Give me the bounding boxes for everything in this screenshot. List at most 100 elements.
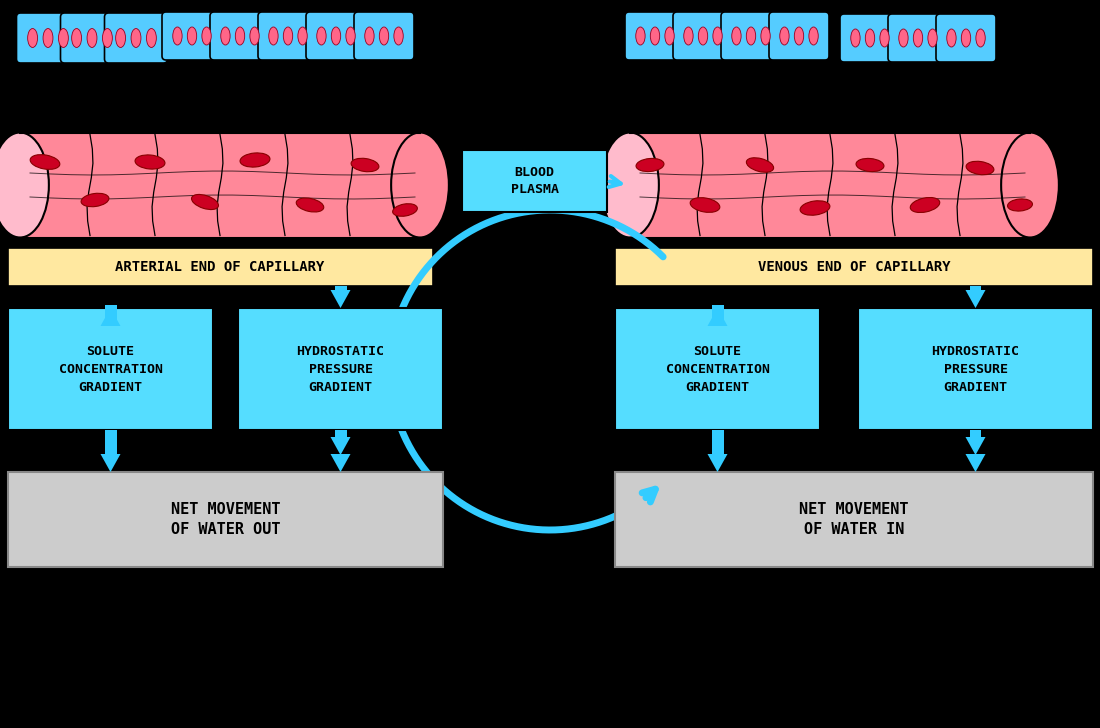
Ellipse shape <box>392 132 449 237</box>
Ellipse shape <box>947 29 956 47</box>
Ellipse shape <box>72 28 81 47</box>
Ellipse shape <box>761 27 770 45</box>
FancyBboxPatch shape <box>858 308 1093 430</box>
Ellipse shape <box>173 27 183 45</box>
Ellipse shape <box>747 158 773 173</box>
Ellipse shape <box>43 28 53 47</box>
Ellipse shape <box>800 201 829 215</box>
Ellipse shape <box>780 27 789 45</box>
Ellipse shape <box>808 27 818 45</box>
FancyBboxPatch shape <box>462 150 607 212</box>
Bar <box>712 430 724 454</box>
Ellipse shape <box>636 27 645 45</box>
Ellipse shape <box>713 27 723 45</box>
Ellipse shape <box>394 27 404 45</box>
Ellipse shape <box>135 155 165 169</box>
Polygon shape <box>707 454 727 472</box>
FancyBboxPatch shape <box>615 472 1093 567</box>
Text: VENOUS END OF CAPILLARY: VENOUS END OF CAPILLARY <box>758 260 950 274</box>
Polygon shape <box>966 290 986 308</box>
Ellipse shape <box>87 28 97 47</box>
Text: NET MOVEMENT
OF WATER OUT: NET MOVEMENT OF WATER OUT <box>170 502 280 537</box>
FancyBboxPatch shape <box>625 12 685 60</box>
Ellipse shape <box>284 27 293 45</box>
Ellipse shape <box>365 27 374 45</box>
Ellipse shape <box>794 27 804 45</box>
Text: SOLUTE
CONCENTRATION
GRADIENT: SOLUTE CONCENTRATION GRADIENT <box>666 344 770 394</box>
Bar <box>334 430 346 437</box>
FancyBboxPatch shape <box>162 12 222 60</box>
Ellipse shape <box>0 132 48 237</box>
Ellipse shape <box>187 27 197 45</box>
Ellipse shape <box>928 29 937 47</box>
Polygon shape <box>330 290 351 308</box>
Ellipse shape <box>601 132 659 237</box>
FancyBboxPatch shape <box>258 12 318 60</box>
Ellipse shape <box>202 27 211 45</box>
Ellipse shape <box>966 162 994 175</box>
Text: HYDROSTATIC
PRESSURE
GRADIENT: HYDROSTATIC PRESSURE GRADIENT <box>932 344 1020 394</box>
Bar <box>334 286 346 290</box>
Polygon shape <box>330 437 351 455</box>
Ellipse shape <box>116 28 125 47</box>
FancyBboxPatch shape <box>60 13 123 63</box>
Bar <box>969 286 981 290</box>
Ellipse shape <box>351 158 378 172</box>
Ellipse shape <box>30 154 59 170</box>
Polygon shape <box>100 308 121 326</box>
Ellipse shape <box>664 27 674 45</box>
Ellipse shape <box>880 29 889 47</box>
Ellipse shape <box>856 159 884 172</box>
Polygon shape <box>966 437 986 455</box>
Ellipse shape <box>317 27 326 45</box>
FancyBboxPatch shape <box>673 12 733 60</box>
FancyBboxPatch shape <box>8 472 443 567</box>
Ellipse shape <box>732 27 741 45</box>
FancyBboxPatch shape <box>104 13 167 63</box>
Ellipse shape <box>636 159 664 172</box>
Polygon shape <box>966 454 986 472</box>
Text: SOLUTE
CONCENTRATION
GRADIENT: SOLUTE CONCENTRATION GRADIENT <box>58 344 163 394</box>
Bar <box>969 430 981 437</box>
Ellipse shape <box>298 27 307 45</box>
Text: BLOOD
PLASMA: BLOOD PLASMA <box>510 166 559 196</box>
Ellipse shape <box>746 27 756 45</box>
Ellipse shape <box>393 204 417 216</box>
FancyBboxPatch shape <box>16 13 79 63</box>
FancyBboxPatch shape <box>720 12 781 60</box>
Ellipse shape <box>268 27 278 45</box>
Ellipse shape <box>191 194 219 210</box>
Ellipse shape <box>976 29 986 47</box>
Ellipse shape <box>331 27 341 45</box>
FancyBboxPatch shape <box>615 308 820 430</box>
Ellipse shape <box>961 29 970 47</box>
Ellipse shape <box>28 28 37 47</box>
Ellipse shape <box>379 27 388 45</box>
Ellipse shape <box>296 198 323 212</box>
Ellipse shape <box>698 27 707 45</box>
Polygon shape <box>707 308 727 326</box>
Bar <box>712 305 724 326</box>
Bar <box>630 132 1030 237</box>
Ellipse shape <box>81 193 109 207</box>
Ellipse shape <box>1001 132 1059 237</box>
FancyBboxPatch shape <box>615 248 1093 286</box>
Text: NET MOVEMENT
OF WATER IN: NET MOVEMENT OF WATER IN <box>800 502 909 537</box>
Ellipse shape <box>146 28 156 47</box>
Ellipse shape <box>913 29 923 47</box>
Ellipse shape <box>899 29 909 47</box>
Ellipse shape <box>650 27 660 45</box>
Ellipse shape <box>911 197 939 213</box>
Bar <box>334 454 346 455</box>
FancyBboxPatch shape <box>936 14 996 62</box>
Bar <box>104 430 117 454</box>
Ellipse shape <box>240 153 270 167</box>
Ellipse shape <box>850 29 860 47</box>
Text: ARTERIAL END OF CAPILLARY: ARTERIAL END OF CAPILLARY <box>116 260 324 274</box>
Ellipse shape <box>221 27 230 45</box>
Ellipse shape <box>866 29 874 47</box>
Bar <box>104 305 117 326</box>
FancyBboxPatch shape <box>306 12 366 60</box>
Bar <box>20 132 420 237</box>
Ellipse shape <box>690 197 719 213</box>
